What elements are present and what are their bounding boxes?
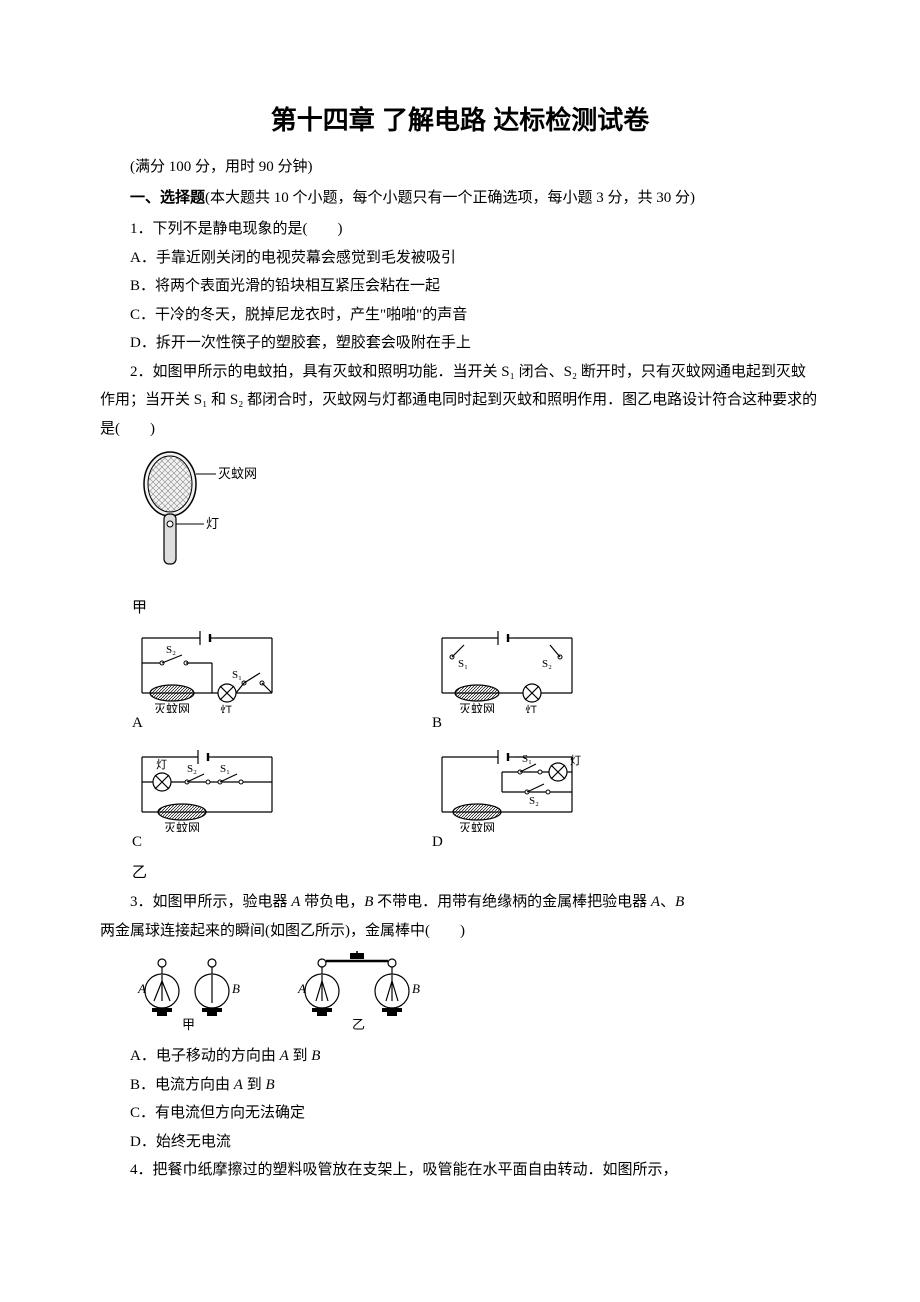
q3a-A: A <box>280 1048 289 1064</box>
q2-circuit-d: S₁ 灯 S₂ 灭蚊网 D <box>432 742 592 859</box>
svg-text:S₂: S₂ <box>166 644 176 656</box>
svg-text:灭蚊网: 灭蚊网 <box>459 701 495 713</box>
q3a-1: A．电子移动的方向由 <box>130 1048 280 1064</box>
q2-circuit-a: S₂ 灭蚊网 灯 <box>132 623 292 740</box>
q3-A2: A <box>651 894 660 910</box>
q2-stem-text: 2．如图甲所示的电蚊拍，具有灭蚊和照明功能．当开关 S₁ 闭合、S₂ 断开时，只… <box>100 364 817 437</box>
svg-text:A: A <box>297 981 306 996</box>
svg-text:S₁: S₁ <box>232 669 242 681</box>
svg-text:灯: 灯 <box>206 516 219 531</box>
section-1-heading: 一、选择题(本大题共 10 个小题，每个小题只有一个正确选项，每小题 3 分，共… <box>100 186 820 207</box>
q2-b-label: B <box>432 715 592 732</box>
svg-text:S₂: S₂ <box>542 658 552 670</box>
q3-figure: A B 甲 A <box>132 951 820 1036</box>
q3b-2: 到 <box>243 1077 266 1093</box>
svg-text:S₂: S₂ <box>529 795 539 807</box>
chapter-title: 第十四章 了解电路 达标检测试卷 <box>100 100 820 137</box>
q2-figure-jia: 灭蚊网 灯 甲 <box>132 449 820 617</box>
q4-stem: 4．把餐巾纸摩擦过的塑料吸管放在支架上，吸管能在水平面自由转动．如图所示， <box>100 1156 820 1185</box>
q2-jia-caption: 甲 <box>132 596 820 617</box>
q3-opt-b: B．电流方向由 A 到 B <box>100 1071 820 1100</box>
q2-circuit-b: S₁ S₂ 灭蚊网 灯 B <box>432 623 592 740</box>
q3-opt-c: C．有电流但方向无法确定 <box>100 1099 820 1128</box>
svg-text:甲: 甲 <box>182 1017 195 1031</box>
q2-circuit-c: 灯 S₂ S₁ 灭蚊网 C <box>132 742 292 859</box>
q3b-B: B <box>265 1077 274 1093</box>
q3-opt-a: A．电子移动的方向由 A 到 B <box>100 1042 820 1071</box>
q3-B1: B <box>364 894 373 910</box>
svg-text:S₁: S₁ <box>220 763 230 775</box>
electroscope-icon: A B 甲 A <box>132 951 452 1031</box>
svg-text:灭蚊网: 灭蚊网 <box>459 820 495 832</box>
q3-s2: 带负电， <box>300 894 364 910</box>
q2-row-2: 灯 S₂ S₁ 灭蚊网 C <box>132 742 820 859</box>
svg-text:A: A <box>137 981 146 996</box>
svg-text:S₁: S₁ <box>522 753 532 765</box>
svg-text:B: B <box>232 981 240 996</box>
q3-B2: B <box>675 894 684 910</box>
svg-text:灯: 灯 <box>220 704 232 713</box>
svg-text:灯: 灯 <box>570 754 581 767</box>
q3b-1: B．电流方向由 <box>130 1077 234 1093</box>
q3-stem-cont: 两金属球连接起来的瞬间(如图乙所示)，金属棒中( ) <box>100 917 820 946</box>
q1-stem: 1．下列不是静电现象的是( ) <box>100 215 820 244</box>
q1-opt-d: D．拆开一次性筷子的塑胶套，塑胶套会吸附在手上 <box>100 329 820 358</box>
section-1-label: 一、选择题 <box>130 189 205 206</box>
svg-text:灯: 灯 <box>525 704 537 713</box>
q2-a-label: A <box>132 715 292 732</box>
exam-meta: (满分 100 分，用时 90 分钟) <box>100 155 820 176</box>
q2-d-label: D <box>432 834 592 851</box>
q2-c-label: C <box>132 834 292 851</box>
q3a-B: B <box>311 1048 320 1064</box>
q2-circuits: S₂ 灭蚊网 灯 <box>132 623 820 882</box>
q3-s1: 3．如图甲所示，验电器 <box>130 894 291 910</box>
q1-opt-a: A．手靠近刚关闭的电视荧幕会感觉到毛发被吸引 <box>100 244 820 273</box>
q2-yi-caption: 乙 <box>132 861 820 882</box>
svg-text:B: B <box>412 981 420 996</box>
q2-row-1: S₂ 灭蚊网 灯 <box>132 623 820 740</box>
q3b-A: A <box>234 1077 243 1093</box>
q2-stem: 2．如图甲所示的电蚊拍，具有灭蚊和照明功能．当开关 S₁ 闭合、S₂ 断开时，只… <box>100 358 820 444</box>
svg-text:灭蚊网: 灭蚊网 <box>154 701 190 713</box>
svg-text:乙: 乙 <box>352 1017 365 1031</box>
svg-text:灭蚊网: 灭蚊网 <box>218 466 257 481</box>
q3-s4: 、 <box>660 894 675 910</box>
q3-s3: 不带电．用带有绝缘柄的金属棒把验电器 <box>373 894 651 910</box>
q3a-2: 到 <box>289 1048 312 1064</box>
svg-text:S₂: S₂ <box>187 763 197 775</box>
q1-opt-b: B．将两个表面光滑的铅块相互紧压会粘在一起 <box>100 272 820 301</box>
q3-opt-d: D．始终无电流 <box>100 1128 820 1157</box>
svg-text:S₁: S₁ <box>458 658 468 670</box>
q1-opt-c: C．干冷的冬天，脱掉尼龙衣时，产生"啪啪"的声音 <box>100 301 820 330</box>
section-1-desc: (本大题共 10 个小题，每个小题只有一个正确选项，每小题 3 分，共 30 分… <box>205 190 695 206</box>
q3-stem: 3．如图甲所示，验电器 A 带负电，B 不带电．用带有绝缘柄的金属棒把验电器 A… <box>100 888 820 917</box>
svg-text:灭蚊网: 灭蚊网 <box>164 820 200 832</box>
page: 第十四章 了解电路 达标检测试卷 (满分 100 分，用时 90 分钟) 一、选… <box>0 0 920 1302</box>
mosquito-swatter-icon: 灭蚊网 灯 <box>132 449 262 589</box>
svg-text:灯: 灯 <box>156 758 167 771</box>
